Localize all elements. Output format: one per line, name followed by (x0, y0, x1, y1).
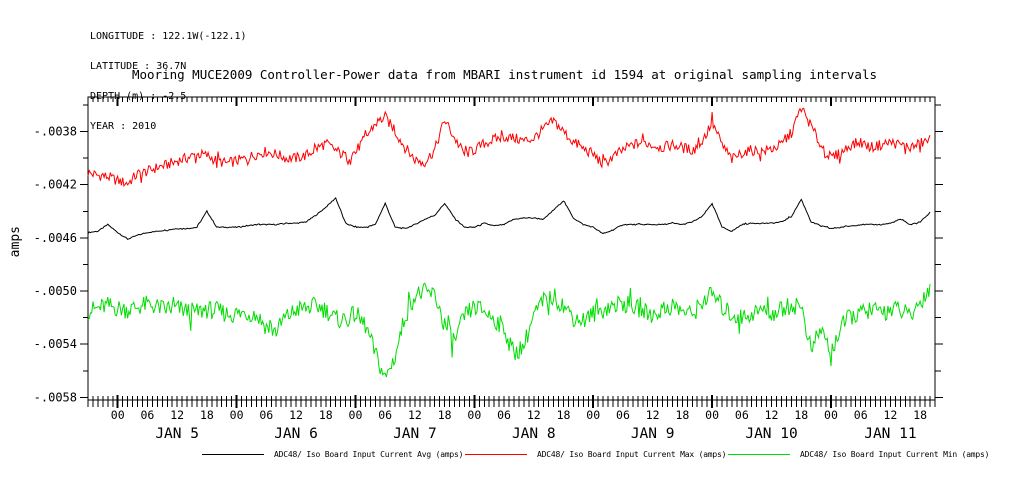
svg-text:06: 06 (497, 408, 511, 422)
series-line-2 (87, 282, 931, 378)
plot-frame (87, 96, 936, 401)
svg-text:JAN 6: JAN 6 (274, 426, 318, 442)
svg-text:18: 18 (200, 408, 214, 422)
svg-text:JAN 7: JAN 7 (393, 426, 437, 442)
legend-line-max (465, 453, 527, 456)
legend-entry-min: ADC48/ Iso Board Input Current Min (amps… (728, 450, 989, 459)
svg-text:00: 00 (111, 408, 125, 422)
x-hour-labels: 00 06 12 18 00 06 12 18 00 06 12 18 00 06 12 18 00 06 12 18… (111, 408, 927, 422)
svg-text:00: 00 (824, 408, 838, 422)
svg-text:06: 06 (378, 408, 392, 422)
svg-text:12: 12 (289, 408, 303, 422)
svg-text:12: 12 (170, 408, 184, 422)
svg-text:18: 18 (913, 408, 927, 422)
svg-text:06: 06 (259, 408, 273, 422)
svg-text:06: 06 (141, 408, 155, 422)
legend-label-avg: ADC48/ Iso Board Input Current Avg (amps… (274, 450, 464, 459)
x-axis-ticks (87, 97, 936, 408)
svg-text:00: 00 (230, 408, 244, 422)
svg-text:18: 18 (557, 408, 571, 422)
legend-entry-avg: ADC48/ Iso Board Input Current Avg (amps… (202, 450, 463, 459)
svg-text:-.0054: -.0054 (34, 337, 77, 351)
svg-text:12: 12 (646, 408, 660, 422)
svg-text:18: 18 (794, 408, 808, 422)
y-axis-ticks: -.0038 -.0042 -.0046 -.0050 -.0054 -.0058 (34, 104, 943, 404)
svg-text:18: 18 (675, 408, 689, 422)
svg-text:-.0042: -.0042 (34, 178, 77, 192)
metadata-latitude: LATITUDE : 36.7N (90, 61, 187, 72)
svg-text:12: 12 (765, 408, 779, 422)
metadata-longitude: LONGITUDE : 122.1W(-122.1) (90, 31, 247, 42)
legend-label-max: ADC48/ Iso Board Input Current Max (amps… (537, 450, 727, 459)
svg-text:00: 00 (349, 408, 363, 422)
svg-text:18: 18 (438, 408, 452, 422)
svg-text:-.0046: -.0046 (34, 231, 77, 245)
svg-text:00: 00 (705, 408, 719, 422)
svg-text:06: 06 (854, 408, 868, 422)
legend-entry-max: ADC48/ Iso Board Input Current Max (amps… (465, 450, 726, 459)
svg-text:06: 06 (735, 408, 749, 422)
series-line-1 (87, 107, 931, 187)
page-title: Mooring MUCE2009 Controller-Power data f… (131, 67, 878, 82)
svg-text:12: 12 (408, 408, 422, 422)
legend-label-min: ADC48/ Iso Board Input Current Min (amps… (800, 450, 990, 459)
svg-text:06: 06 (616, 408, 630, 422)
svg-text:12: 12 (527, 408, 541, 422)
svg-text:00: 00 (586, 408, 600, 422)
svg-text:JAN 9: JAN 9 (631, 426, 675, 442)
svg-text:JAN 5: JAN 5 (155, 426, 199, 442)
svg-text:-.0038: -.0038 (34, 125, 77, 139)
svg-text:JAN 11: JAN 11 (864, 426, 916, 442)
metadata-year: YEAR : 2010 (90, 121, 157, 132)
svg-text:18: 18 (319, 408, 333, 422)
svg-text:-.0050: -.0050 (34, 284, 77, 298)
svg-text:00: 00 (467, 408, 481, 422)
svg-text:JAN 8: JAN 8 (512, 426, 556, 442)
legend-line-avg (202, 453, 264, 456)
svg-text:-.0058: -.0058 (34, 390, 77, 404)
svg-text:12: 12 (883, 408, 897, 422)
legend-line-min (728, 453, 790, 456)
series-line-0 (87, 196, 931, 241)
svg-text:JAN 10: JAN 10 (745, 426, 797, 442)
x-day-labels: JAN 5 JAN 6 JAN 7 JAN 8 JAN 9 JAN 10 JAN 11 (155, 426, 916, 442)
